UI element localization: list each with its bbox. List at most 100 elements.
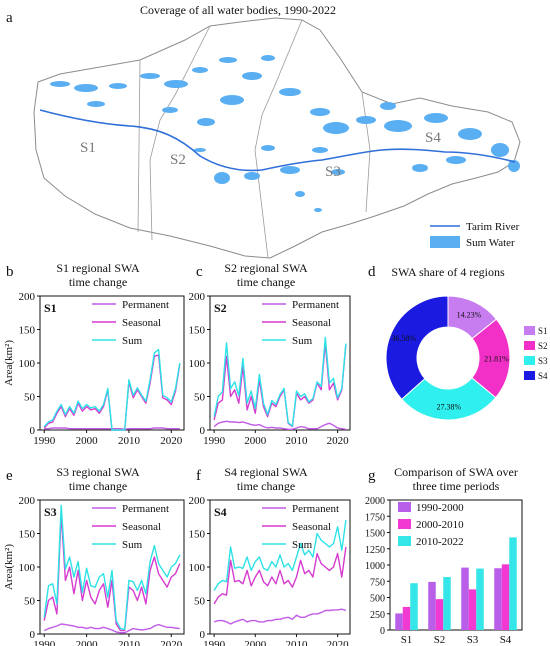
donut-slice-label: 36.58% [391,334,416,343]
y-tick-label: 150 [19,529,36,541]
legend-label-s2: S2 [538,341,548,351]
region-label-s2: S2 [170,152,186,168]
donut-slice-label: 14.23% [457,310,482,319]
study-area-outline [33,17,521,259]
y-tick-label: 100 [19,358,36,370]
y-tick-label: 50 [24,392,36,404]
legend-label-sum: Sum [292,335,313,347]
y-tick-label: 50 [194,392,206,404]
y-tick-label: 0 [380,626,385,637]
legend-label-2000-2010: 2000-2010 [416,519,464,531]
bar-s2-2010-2022 [443,577,451,630]
y-tick-label: 50 [24,596,36,608]
y-tick-label: 150 [19,325,36,337]
chart-title-line-1: S4 regional SWA [224,465,308,479]
donut-title: SWA share of 4 regions [391,265,505,279]
chart-panel-c: c S2 regional SWA time change 0 50 100 150 2… [189,261,351,447]
x-tick-label: S2 [434,634,446,646]
legend-label-sum: Sum [122,335,143,347]
region-label-s4: S4 [425,130,441,146]
panel-region-label: S2 [214,301,227,315]
x-tick-label: 2020 [160,435,183,447]
chart-panel-d: d SWA share of 4 regions 14.23% 21.81% 27.… [368,264,548,421]
y-tick-label: 200 [19,495,36,507]
x-tick-label: S1 [401,634,413,646]
series-line-seasonal [43,512,181,632]
water-bodies [50,55,520,212]
x-tick-label: 1990 [203,435,226,447]
x-tick-label: 1990 [33,639,56,646]
panel-region-label: S4 [214,505,227,519]
donut-slice-s3 [400,377,497,421]
legend-label-1990-2000: 1990-2000 [416,502,464,514]
bar-s3-2010-2022 [476,568,484,630]
series-line-sum [43,504,181,630]
chart-title-line-1: S2 regional SWA [224,261,308,275]
chart-panel-b: b S1 regional SWA time change 0 50 100 150 2… [3,261,185,447]
bar-s2-1990-2000 [428,581,436,630]
series-line-seasonal [213,546,347,605]
legend-label-s4: S4 [538,371,548,381]
y-tick-label: 0 [30,629,36,641]
chart-panel-f: f S4 regional SWA time change 0 50 100 150 2… [189,465,351,646]
chart-title-line-2: three time periods [413,479,500,493]
y-tick-label: 100 [189,562,206,574]
panel-letter-e: e [6,468,13,484]
plot-frame [39,295,185,431]
bar-s4-2000-2010 [501,564,510,630]
legend-swatch-s2 [524,341,535,350]
legend-swatch-s1 [524,326,535,335]
x-tick-label: 2000 [76,639,99,646]
y-tick-label: 750 [370,577,385,588]
legend-water-swatch [430,236,460,248]
series-line-sum [43,348,181,431]
y-tick-label: 50 [194,596,206,608]
y-tick-label: 500 [370,594,385,605]
x-tick-label: 1990 [33,435,56,447]
legend-label-seasonal: Seasonal [122,521,161,533]
x-tick-label: 2010 [285,435,308,447]
x-tick-label: 2020 [327,435,350,447]
donut-slice-label: 27.38% [436,402,461,411]
chart-panel-e: e S3 regional SWA time change 0 50 100 150 2… [3,465,185,646]
y-tick-label: 2000 [365,496,385,507]
legend-label-seasonal: Seasonal [122,317,161,329]
bar-s2-2000-2010 [435,599,444,630]
legend-label-2010-2022: 2010-2022 [416,536,464,548]
x-tick-label: 2020 [327,639,350,646]
legend-river-label: Tarim River [466,221,520,233]
chart-title-line-2: time change [237,479,295,493]
y-tick-label: 0 [30,425,36,437]
region-boundaries [137,19,371,259]
series-line-sum [213,520,347,591]
donut-slice-s4 [385,295,449,400]
region-label-s1: S1 [80,140,96,156]
legend-swatch-2000-2010 [398,519,411,529]
y-tick-label: 150 [189,325,206,337]
panel-letter-g: g [368,468,376,484]
chart-title-line-2: time change [237,275,295,289]
legend-label-permanent: Permanent [122,503,169,515]
panel-region-label: S3 [44,505,57,519]
series-line-permanent [43,623,180,634]
x-tick-label: 2020 [160,639,183,646]
chart-panel-g: g Comparison of SWA over three time peri… [365,465,523,646]
legend-label-seasonal: Seasonal [292,521,331,533]
chart-title-line-1: Comparison of SWA over [394,465,518,479]
x-tick-label: 2010 [118,435,141,447]
y-axis-label: Area(km²) [3,340,15,386]
legend-label-permanent: Permanent [292,503,339,515]
y-tick-label: 100 [189,358,206,370]
x-tick-label: 2010 [285,639,308,646]
panel-letter-c: c [196,264,203,280]
map-title: Coverage of all water bodies, 1990-2022 [140,3,336,17]
legend-label-sum: Sum [292,539,313,551]
series-line-permanent [213,420,347,430]
series-line-permanent [213,608,347,625]
legend-swatch-1990-2000 [398,502,411,512]
series-line-seasonal [213,342,347,428]
chart-title-line-1: S1 regional SWA [56,261,140,275]
bar-s1-2010-2022 [410,583,418,630]
x-tick-label: S3 [467,634,479,646]
